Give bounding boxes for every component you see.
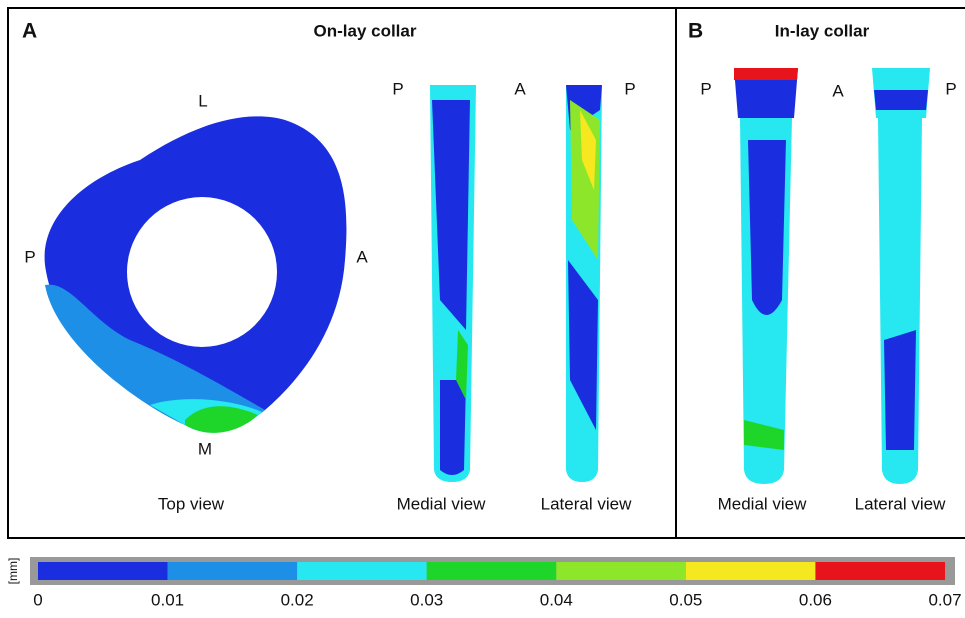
caption: Lateral view bbox=[855, 494, 946, 513]
direction-label: M bbox=[198, 439, 212, 458]
direction-label: A bbox=[356, 247, 368, 266]
caption: Top view bbox=[158, 494, 225, 513]
colorbar-tick-label: 0.01 bbox=[151, 590, 184, 609]
colorbar-segment bbox=[686, 562, 816, 580]
direction-label: P bbox=[700, 79, 711, 98]
colorbar-tick-label: 0.06 bbox=[799, 590, 832, 609]
stem-medial bbox=[430, 85, 476, 482]
panel-title: On-lay collar bbox=[314, 21, 417, 40]
direction-label: A bbox=[832, 81, 844, 100]
top-view bbox=[45, 116, 347, 433]
colorbar-tick-label: 0.07 bbox=[928, 590, 961, 609]
colorbar-segment bbox=[556, 562, 686, 580]
direction-label: P bbox=[945, 79, 956, 98]
stem-lateral bbox=[566, 85, 602, 482]
direction-label: P bbox=[624, 79, 635, 98]
panel-label: B bbox=[688, 20, 703, 43]
colorbar: 0 0.01 0.02 0.03 0.04 0.05 0.06 0.07 bbox=[33, 562, 961, 609]
colorbar-unit: [mm] bbox=[6, 558, 20, 585]
colorbar-tick-label: 0.03 bbox=[410, 590, 443, 609]
colorbar-tick-label: 0.04 bbox=[540, 590, 573, 609]
panel-title: In-lay collar bbox=[775, 21, 870, 40]
figure: A On-lay collar B In-lay collar L P A M … bbox=[0, 0, 965, 613]
colorbar-segment bbox=[297, 562, 427, 580]
colorbar-segment bbox=[427, 562, 557, 580]
caption: Medial view bbox=[397, 494, 487, 513]
colorbar-segment bbox=[815, 562, 945, 580]
colorbar-segment bbox=[38, 562, 168, 580]
direction-label: P bbox=[392, 79, 403, 98]
direction-label: P bbox=[24, 247, 35, 266]
direction-label: L bbox=[198, 91, 207, 110]
stem-medial-inlay bbox=[734, 68, 798, 484]
panel-label: A bbox=[22, 20, 37, 43]
stem-lateral-inlay bbox=[872, 68, 930, 484]
caption: Lateral view bbox=[541, 494, 632, 513]
colorbar-segment bbox=[168, 562, 298, 580]
colorbar-tick-label: 0.05 bbox=[669, 590, 702, 609]
caption: Medial view bbox=[718, 494, 808, 513]
colorbar-tick-label: 0.02 bbox=[281, 590, 314, 609]
colorbar-tick-label: 0 bbox=[33, 590, 42, 609]
direction-label: A bbox=[514, 79, 526, 98]
